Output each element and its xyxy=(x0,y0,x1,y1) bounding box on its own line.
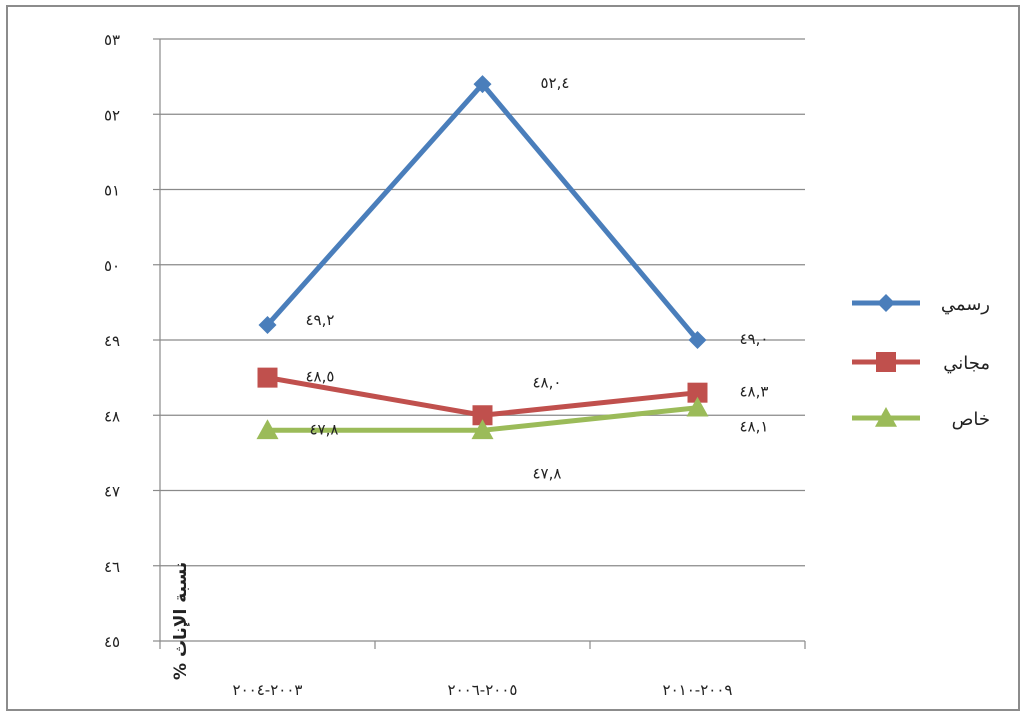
data-point xyxy=(472,405,493,426)
data-point xyxy=(258,315,277,334)
legend-marker xyxy=(877,294,895,312)
y-tick-label: ٤٩ xyxy=(104,332,120,350)
chart-frame xyxy=(6,5,1020,711)
data-point xyxy=(687,382,708,403)
data-label: ٥٢,٤ xyxy=(541,74,570,92)
data-label: ٤٩,٢ xyxy=(306,311,335,329)
data-point xyxy=(473,75,492,94)
data-label: ٤٨,٣ xyxy=(740,383,769,401)
data-labels: ٤٩,٢ ٥٢,٤ ٤٩,٠ ٤٨,٥ ٤٨,٠ ٤٨,٣ ٤٧,٨ ٤٧,٨ ٤٨,١ xyxy=(306,74,769,482)
y-tick-label: ٥٢ xyxy=(104,106,120,124)
data-point xyxy=(471,419,494,440)
data-point xyxy=(257,367,278,388)
x-tick-label: ٢٠٠٥-٢٠٠٦ xyxy=(448,681,518,699)
data-label: ٤٧,٨ xyxy=(533,464,562,482)
x-tick-label: ٢٠٠٣-٢٠٠٤ xyxy=(233,681,303,699)
legend-label: مجاني xyxy=(943,353,990,374)
data-label: ٤٩,٠ xyxy=(740,330,769,348)
data-label: ٤٨,٥ xyxy=(306,368,335,386)
data-point xyxy=(256,419,279,440)
x-tick-label: ٢٠٠٩-٢٠١٠ xyxy=(663,681,733,699)
legend-label: خاص xyxy=(952,409,990,430)
y-tick-label: ٥٠ xyxy=(104,257,120,275)
y-axis-label: % نسبة الإناث xyxy=(171,562,191,680)
data-point xyxy=(686,396,709,417)
legend-label: رسمي xyxy=(941,294,990,315)
y-tick-label: ٥١ xyxy=(104,182,120,200)
axes: ٤٥ ٤٦ ٤٧ ٤٨ ٤٩ ٥٠ ٥١ ٥٢ ٥٣ ٢٠٠٣-٢٠٠٤ ٢٠٠٥-٢٠٠٦ ٢٠٠٩… xyxy=(104,31,806,699)
y-tick-label: ٥٣ xyxy=(104,31,120,49)
legend-marker xyxy=(875,407,897,427)
data-point xyxy=(688,331,707,349)
legend-marker xyxy=(876,352,896,372)
y-tick-label: ٤٥ xyxy=(104,633,120,651)
legend: رسمي مجاني خاص xyxy=(852,294,990,430)
data-label: ٤٨,١ xyxy=(740,418,769,436)
series-lines xyxy=(256,75,709,440)
data-label: ٤٧,٨ xyxy=(310,420,339,438)
y-tick-label: ٤٨ xyxy=(104,407,120,425)
data-label: ٤٨,٠ xyxy=(533,373,562,391)
y-tick-label: ٤٦ xyxy=(104,558,120,576)
y-tick-label: ٤٧ xyxy=(104,483,120,501)
